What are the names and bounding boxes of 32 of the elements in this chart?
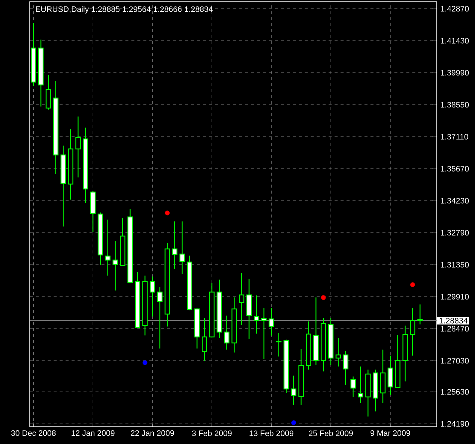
candlestick (76, 116, 82, 178)
candlestick (358, 366, 364, 404)
point (142, 360, 148, 366)
point (321, 295, 326, 300)
candlestick (46, 74, 52, 110)
point (165, 210, 170, 216)
candlestick (172, 221, 178, 270)
candlestick (202, 318, 208, 362)
candlestick (343, 350, 349, 386)
candlestick (336, 338, 342, 368)
candlestick (366, 369, 371, 418)
candlestick (388, 355, 394, 396)
candlestick (418, 304, 423, 326)
candlestick (90, 190, 96, 233)
candlestick (291, 375, 297, 406)
candlestick (276, 332, 282, 358)
candlestick (105, 219, 111, 276)
candlestick (180, 221, 186, 275)
candlestick (268, 308, 274, 336)
candlestick (112, 240, 118, 292)
candlestick (246, 278, 252, 340)
candlestick (261, 308, 267, 360)
point (292, 420, 296, 426)
candlestick (224, 315, 230, 350)
candlestick (380, 349, 386, 404)
candlestick (239, 272, 245, 326)
candlestick (410, 308, 416, 356)
candlestick (157, 286, 163, 350)
candlestick (150, 276, 156, 318)
point (410, 282, 416, 288)
candlestick (350, 376, 356, 398)
candlestick (254, 295, 260, 334)
